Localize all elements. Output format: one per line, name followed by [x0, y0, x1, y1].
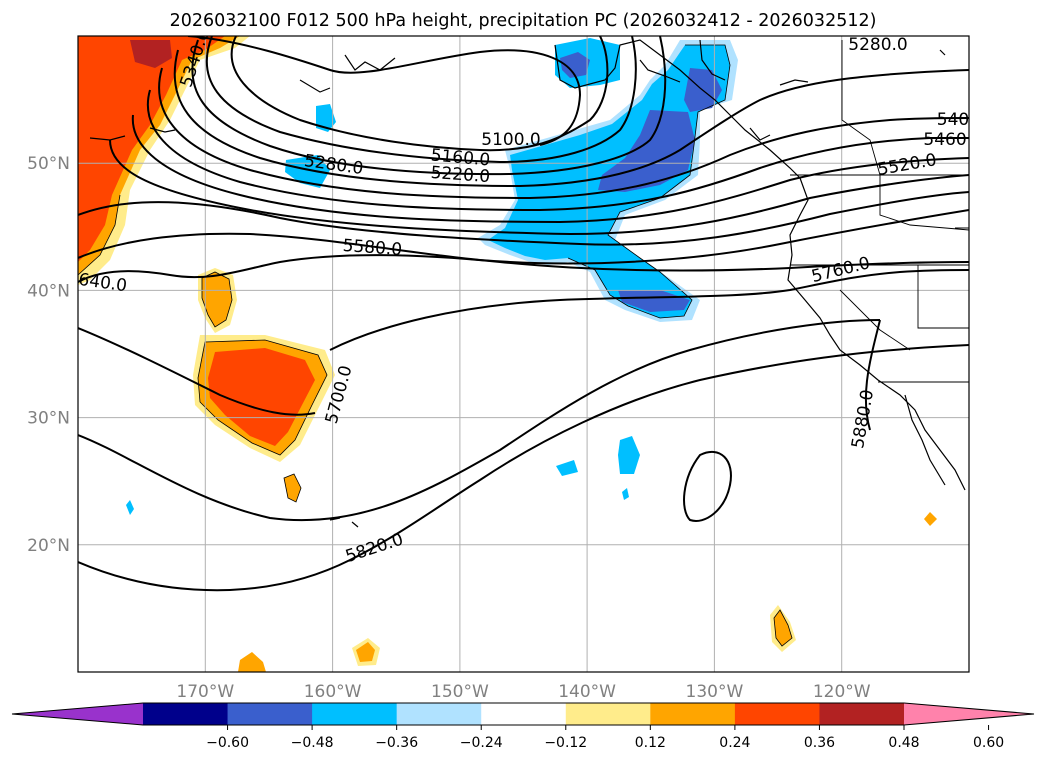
- contour-label: 5100.0: [481, 130, 540, 150]
- colorbar-tick-label: −0.48: [291, 735, 334, 751]
- colorbar-segment: [227, 703, 313, 725]
- lon-tick-label: 160°W: [304, 682, 362, 702]
- colorbar-tick-label: −0.60: [206, 735, 249, 751]
- political-borders: [790, 40, 969, 383]
- lon-tick-label: 150°W: [431, 682, 489, 702]
- colorbar-segment: [312, 703, 398, 725]
- contour-label: 540: [937, 110, 969, 130]
- axis-tick-labels: 170°W 160°W 150°W 140°W 130°W 120°W 20°N…: [27, 154, 871, 702]
- lat-tick-label: 30°N: [27, 409, 70, 429]
- colorbar-tick-label: −0.12: [544, 735, 587, 751]
- colorbar-extend-high: [904, 703, 1034, 725]
- colorbar-segment: [396, 703, 482, 725]
- coastlines: [89, 39, 966, 528]
- lat-tick-label: 50°N: [27, 154, 70, 174]
- colorbar-tick-label: −0.24: [460, 735, 503, 751]
- colorbar-extend-low: [12, 703, 143, 725]
- lat-tick-label: 20°N: [27, 536, 70, 556]
- precip-outlines: [78, 44, 793, 647]
- map-frame: [77, 35, 970, 673]
- colorbar-tick-labels: −0.60 −0.48 −0.36 −0.24 −0.12 0.12 0.24 0.36 0.4…: [206, 735, 1004, 751]
- colorbar-outline: [11, 702, 1035, 726]
- colorbar-segment: [734, 703, 820, 725]
- contour-label: 5220.0: [430, 163, 491, 187]
- colorbar-segment: [143, 703, 229, 725]
- contour-label: 5580.0: [342, 236, 403, 260]
- colorbar-tick-label: 0.12: [635, 735, 666, 751]
- lon-tick-label: 170°W: [176, 682, 234, 702]
- colorbar-tick-label: 0.24: [719, 735, 750, 751]
- colorbar: [11, 702, 1035, 730]
- colorbar-segment: [481, 703, 567, 725]
- gridlines: [78, 36, 969, 672]
- colorbar-tick-label: 0.48: [888, 735, 919, 751]
- map-area: 5340.0 5280.0 5100.0 5160.0 5220.0 5580.…: [78, 35, 969, 672]
- lon-tick-label: 130°W: [686, 682, 744, 702]
- colorbar-segment: [819, 703, 905, 725]
- height-contours: [78, 36, 969, 592]
- colorbar-segment: [565, 703, 651, 725]
- lon-tick-label: 140°W: [558, 682, 616, 702]
- lat-tick-label: 40°N: [27, 281, 70, 301]
- colorbar-segment: [650, 703, 736, 725]
- lon-tick-label: 120°W: [813, 682, 871, 702]
- colorbar-tick-label: −0.36: [375, 735, 418, 751]
- colorbar-tick-label: 0.36: [804, 735, 835, 751]
- contour-label: 5280.0: [848, 35, 907, 55]
- chart-title: 2026032100 F012 500 hPa height, precipit…: [170, 11, 877, 31]
- colorbar-tick-label: 0.60: [973, 735, 1004, 751]
- contour-label: 5460: [923, 130, 966, 150]
